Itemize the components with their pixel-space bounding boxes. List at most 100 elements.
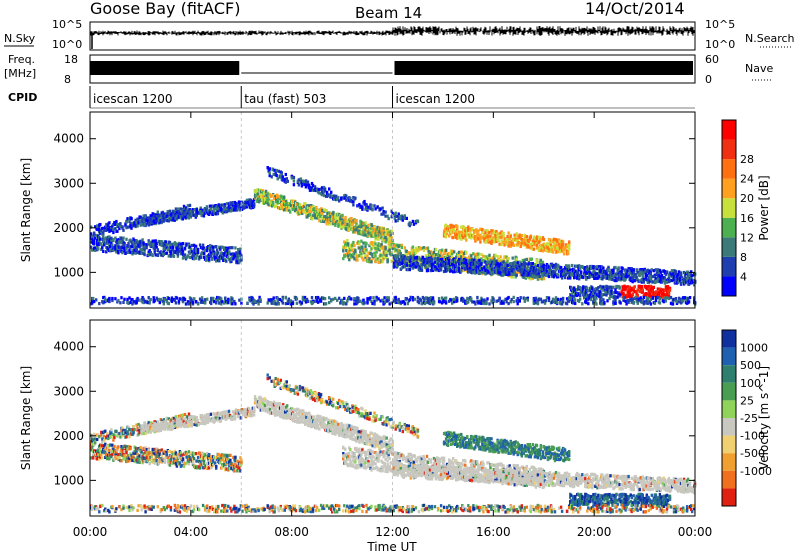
power-pt-589 [239, 250, 242, 254]
power-pt-1865 [385, 237, 388, 241]
power-pt-481 [212, 245, 215, 249]
power-pt-373 [182, 255, 186, 259]
freq-tick-bottom: 8 [64, 73, 71, 86]
power-pt-353 [177, 241, 181, 245]
power-pt-2068 [384, 245, 387, 249]
power-pt-49 [101, 246, 104, 250]
power-pt-1769 [367, 223, 370, 227]
power-pt-1512 [313, 207, 316, 211]
power-pt-659 [121, 226, 124, 230]
power-pt-4670 [618, 286, 621, 290]
power-pt-471 [210, 250, 213, 254]
power-pt-210 [140, 251, 143, 255]
power-pt-500 [215, 245, 218, 249]
power-pt-1172 [237, 205, 241, 209]
power-pt-147 [124, 251, 127, 255]
power-pt-1138 [229, 208, 233, 212]
power-pt-876 [158, 217, 161, 221]
power-pt-1483 [307, 205, 310, 210]
power-pt-1731 [359, 223, 362, 227]
power-pt-3144 [478, 258, 481, 262]
power-pt-3525 [571, 263, 574, 268]
power-pt-652 [117, 225, 120, 229]
power-pt-1959 [358, 242, 361, 246]
power-pt-2028 [375, 250, 378, 254]
power-pt-2907 [420, 268, 424, 272]
power-pt-4856 [108, 297, 111, 301]
power-pt-996 [189, 215, 192, 219]
power-pt-1217 [249, 198, 253, 202]
power-pt-3498 [563, 276, 567, 280]
power-pt-1907 [344, 243, 347, 247]
power-pt-2960 [433, 260, 437, 264]
power-pt-600 [96, 224, 99, 228]
nsky-trace [89, 26, 696, 49]
power-pt-1981 [364, 255, 367, 259]
power-pt-756 [166, 210, 169, 214]
power-pt-308 [165, 246, 168, 250]
power-pt-651 [116, 229, 119, 233]
power-pt-1174 [238, 208, 242, 212]
power-pt-1123 [224, 206, 228, 211]
power-pt-648 [115, 219, 118, 224]
power-pt-1311 [269, 194, 273, 199]
power-pt-2380 [453, 250, 456, 254]
power-pt-1005 [193, 208, 196, 212]
power-pt-874 [157, 221, 160, 225]
power-pt-2857 [405, 263, 408, 267]
power-pt-1684 [350, 225, 353, 229]
power-pt-2034 [376, 247, 379, 251]
power-pt-4883 [137, 298, 140, 302]
power-pt-1669 [346, 222, 349, 226]
power-pt-21 [94, 236, 97, 240]
power-pt-3154 [480, 262, 483, 266]
power-pt-4841 [98, 302, 101, 306]
power-pt-1453 [299, 203, 302, 207]
power-pt-207 [139, 243, 142, 247]
power-pt-123 [119, 245, 122, 249]
power-pt-541 [226, 248, 229, 253]
power-pt-552 [230, 252, 233, 256]
cpid-segment-2: icescan 1200 [396, 92, 475, 106]
power-pt-2069 [384, 247, 387, 251]
power-pt-692 [136, 224, 139, 228]
power-pt-3871 [652, 269, 655, 273]
power-pt-1961 [358, 246, 361, 250]
power-pt-2801 [542, 277, 546, 281]
power-pt-1294 [265, 194, 269, 198]
power-pt-3994 [679, 271, 683, 275]
cpid-label: CPID [8, 91, 37, 104]
power-pt-642 [112, 228, 115, 232]
nsearch-tick-top: 10^5 [705, 18, 735, 31]
power-pt-414 [194, 256, 198, 260]
power-pt-1719 [356, 226, 359, 230]
power-pt-4314 [518, 241, 521, 245]
power-pt-3172 [485, 265, 488, 269]
power-pt-4726 [638, 284, 641, 288]
power-pt-1104 [220, 203, 224, 207]
power-pt-23 [94, 246, 97, 250]
power-pt-1325 [271, 203, 275, 207]
power-pt-65 [105, 250, 108, 254]
power-pt-2074 [385, 253, 388, 257]
power-pt-2951 [430, 258, 434, 262]
power-pt-1277 [262, 201, 266, 205]
power-pt-1471 [304, 209, 307, 213]
power-pt-437 [201, 243, 205, 247]
power-pt-1802 [374, 237, 377, 241]
power-pt-4298 [512, 243, 515, 247]
power-pt-1985 [365, 248, 368, 252]
power-pt-442 [202, 251, 206, 255]
power-pt-593 [240, 254, 243, 258]
power-pt-666 [125, 220, 128, 224]
power-pt-524 [222, 258, 225, 262]
power-pt-239 [148, 249, 151, 253]
power-pt-2059 [381, 245, 384, 249]
power-pt-645 [114, 222, 117, 226]
beam-title: Beam 14 [355, 4, 422, 22]
power-pt-436 [200, 251, 204, 255]
power-pt-1717 [355, 222, 358, 226]
power-pt-632 [108, 229, 111, 233]
power-pt-1387 [285, 200, 288, 204]
power-pt-1506 [312, 205, 315, 209]
